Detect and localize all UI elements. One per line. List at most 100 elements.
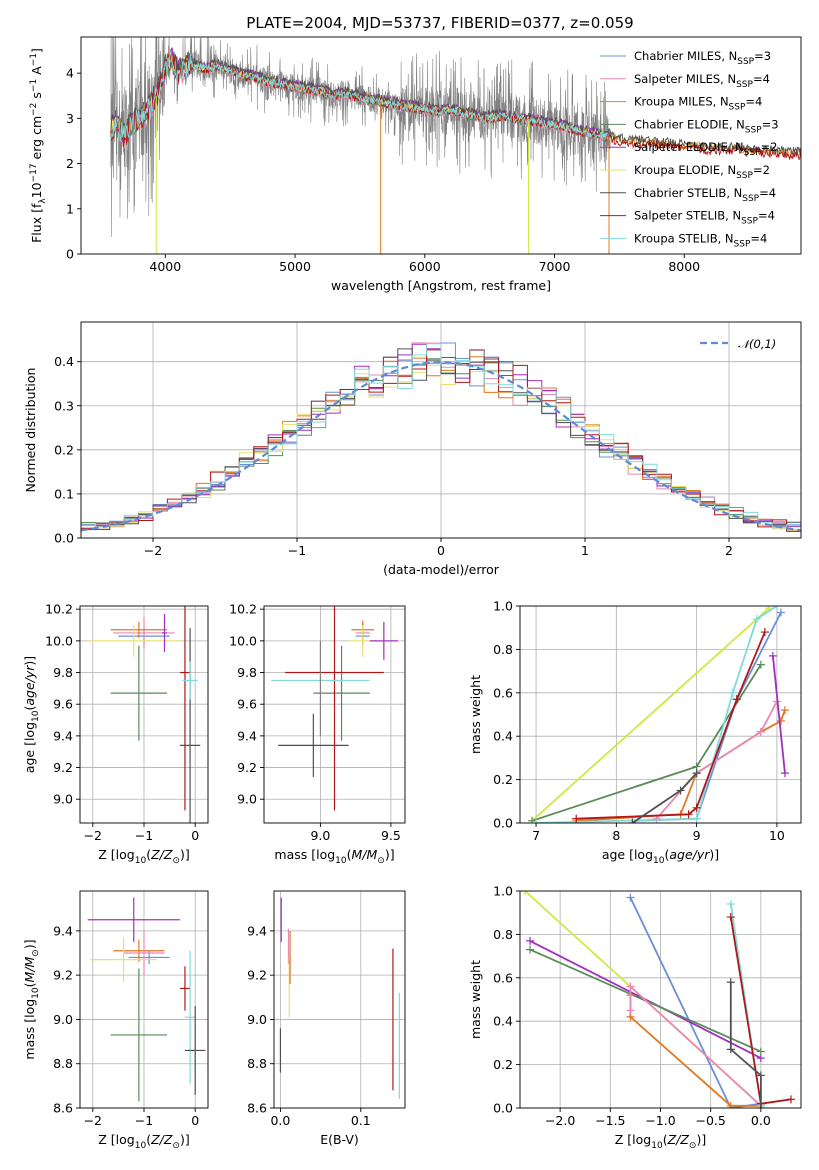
y-axis-label: Flux [fλ​10−17​ erg cm−2​ s−1​ A−1​]	[29, 48, 48, 243]
mass-weight-marker	[776, 608, 785, 617]
x-tick-label: 0.1	[351, 1113, 371, 1128]
x-tick-label: −1.5	[595, 1113, 625, 1128]
y-tick-label: 1	[66, 201, 74, 216]
x-tick-label: 8	[612, 828, 620, 843]
legend-entry: Salpeter MILES, NSSP​=4	[634, 72, 770, 90]
y-tick-label: 1.0	[493, 599, 513, 614]
y-tick-label: 0.2	[54, 442, 74, 457]
age-vs-Z-plot-area	[87, 606, 201, 823]
y-tick-label: 0.1	[54, 486, 74, 501]
legend-entry: Salpeter ELODIE, NSSP​=2	[634, 140, 777, 158]
y-tick-label: 9.0	[237, 792, 257, 807]
y-axis-label: mass [log10​(M/M⊙​)]	[22, 939, 41, 1059]
y-tick-label: 0.0	[493, 816, 513, 831]
y-tick-label: 9.8	[53, 665, 73, 680]
x-tick-label: −1	[288, 543, 306, 558]
plot-frame	[80, 36, 802, 255]
mass-weight-marker	[728, 688, 737, 697]
x-tick-label: −1.0	[645, 1113, 675, 1128]
legend-entry: Chabrier MILES, NSSP​=3	[634, 49, 771, 67]
x-tick-label: 7000	[539, 259, 571, 274]
figure-title: PLATE=2004, MJD=53737, FIBERID=0377, z=0…	[246, 14, 633, 32]
x-tick-label: 0	[437, 543, 445, 558]
mass-weight-line	[772, 655, 786, 774]
mass-weight-marker	[752, 615, 761, 624]
y-axis-label: mass weight	[468, 675, 483, 754]
mass-weight-marker	[726, 913, 735, 922]
mass-weight-marker	[780, 706, 789, 715]
x-tick-label: −2.0	[545, 1113, 575, 1128]
y-tick-label: 0.4	[493, 1014, 513, 1029]
y-tick-label: 9.4	[53, 923, 73, 938]
legend-entry: Chabrier STELIB, NSSP​=4	[634, 186, 776, 204]
mass-weight-marker	[692, 803, 701, 812]
legend-entry: Kroupa STELIB, NSSP​=4	[634, 231, 767, 249]
y-tick-label: 0.2	[493, 772, 513, 787]
x-axis-label: Z [log10​(Z/Z⊙​)]	[98, 1132, 189, 1151]
legend-entry: Chabrier ELODIE, NSSP​=3	[634, 117, 779, 135]
mass-weight-line	[729, 982, 762, 1108]
mass-weight-marker	[684, 810, 693, 819]
y-tick-label: 0.4	[493, 729, 513, 744]
x-tick-label: 6000	[409, 259, 441, 274]
mass-weight-line	[576, 709, 786, 822]
y-tick-label: 4	[66, 66, 74, 81]
mass-weight-marker	[756, 1047, 765, 1056]
x-axis-label: wavelength [Angstrom, rest frame]	[331, 278, 551, 293]
mass-weight-line	[655, 701, 778, 820]
x-tick-label: −1	[135, 1113, 153, 1128]
y-tick-label: 9.0	[53, 792, 73, 807]
plot-frame	[519, 605, 802, 824]
y-tick-label: 9.2	[237, 760, 257, 775]
x-axis-label: (data-model)/error	[383, 562, 500, 577]
y-tick-label: 9.0	[247, 1012, 267, 1027]
x-tick-label: −1	[135, 828, 153, 843]
mass-weight-marker	[726, 1101, 735, 1108]
mass-weight-marker	[776, 717, 785, 726]
mass-weight-marker	[780, 769, 789, 778]
y-axis-label: Normed distribution	[23, 368, 38, 493]
x-tick-label: 2	[725, 543, 733, 558]
legend-entry: Kroupa MILES, NSSP​=4	[634, 95, 762, 113]
residuals-plot-area	[81, 342, 801, 534]
y-tick-label: 0.6	[493, 685, 513, 700]
mass-weight-marker	[726, 978, 735, 987]
y-tick-label: 9.4	[237, 728, 257, 743]
y-tick-label: 10.2	[45, 602, 73, 617]
y-tick-label: 9.6	[53, 697, 73, 712]
y-tick-label: 0.0	[54, 531, 74, 546]
y-tick-label: 2	[66, 156, 74, 171]
x-tick-label: −2	[144, 543, 162, 558]
x-tick-label: 10	[769, 828, 785, 843]
age-vs-mass-plot-area	[271, 606, 398, 811]
y-tick-label: 0	[66, 247, 74, 262]
y-tick-label: 9.4	[53, 728, 73, 743]
mass-weight-marker	[526, 936, 535, 945]
x-tick-label: 9.5	[381, 828, 401, 843]
x-tick-label: 1	[581, 543, 589, 558]
mass-weight-marker	[756, 727, 765, 736]
mass-weight-marker	[626, 982, 635, 991]
model-line-kroupa-stelib	[110, 50, 611, 142]
x-axis-label: E(B-V)	[320, 1132, 359, 1147]
x-tick-label: 0	[191, 828, 199, 843]
y-tick-label: 0.6	[493, 970, 513, 985]
mass-weight-marker	[532, 819, 541, 823]
mass-weight-marker	[756, 660, 765, 669]
mass-weight-marker	[786, 1095, 795, 1104]
mass-weight-line	[531, 664, 762, 822]
x-tick-label: 9	[693, 828, 701, 843]
x-tick-label: 7	[532, 828, 540, 843]
mass-weight-marker	[726, 1045, 735, 1054]
y-tick-label: 0.0	[493, 1101, 513, 1116]
mass-weight-vs-age-plot-area	[528, 606, 789, 823]
y-tick-label: 0.2	[493, 1057, 513, 1072]
x-axis-label: Z [log10​(Z/Z⊙​)]	[615, 1132, 706, 1151]
mass-weight-marker	[756, 1104, 765, 1108]
mass-weight-marker	[732, 695, 741, 704]
y-axis-label: mass weight	[468, 960, 483, 1039]
x-tick-label: 4000	[149, 259, 181, 274]
legend-entry: Salpeter STELIB, NSSP​=4	[634, 209, 775, 227]
mass-vs-ebv-panel: 0.0 0.1 8.6 8.8 9.0 9.2 9.4 E(B-V)	[247, 890, 406, 1147]
